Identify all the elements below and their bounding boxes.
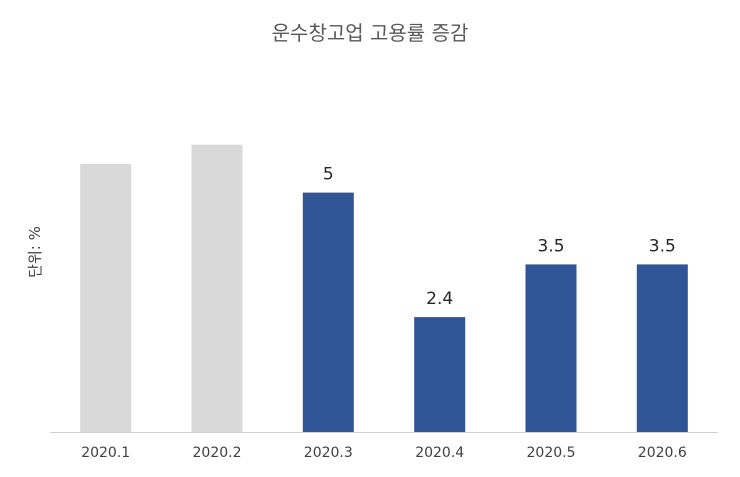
data-labels: 5 2.4 3.5 3.5 xyxy=(323,165,676,310)
bar-2020.2 xyxy=(191,144,243,432)
bars xyxy=(80,144,688,432)
data-label: 3.5 xyxy=(649,236,676,256)
x-tick-label: 2020.1 xyxy=(81,445,130,461)
bar-2020.6 xyxy=(636,264,688,432)
chart-title: 운수창고업 고용률 증감 xyxy=(272,21,469,45)
data-label: 3.5 xyxy=(537,236,564,256)
x-tick-label: 2020.5 xyxy=(527,445,576,461)
x-tick-label: 2020.3 xyxy=(304,445,353,461)
x-tick-labels: 2020.1 2020.2 2020.3 2020.4 2020.5 2020.6 xyxy=(81,445,687,461)
bar-2020.4 xyxy=(414,317,466,432)
bar-2020.5 xyxy=(525,264,577,432)
bar-2020.1 xyxy=(80,163,132,432)
x-tick-label: 2020.2 xyxy=(193,445,242,461)
x-tick-label: 2020.4 xyxy=(415,445,464,461)
y-axis-label: 단위: % xyxy=(26,226,44,278)
x-tick-label: 2020.6 xyxy=(638,445,687,461)
data-label: 2.4 xyxy=(426,289,453,309)
data-label: 5 xyxy=(323,165,334,185)
bar-2020.3 xyxy=(302,192,354,432)
